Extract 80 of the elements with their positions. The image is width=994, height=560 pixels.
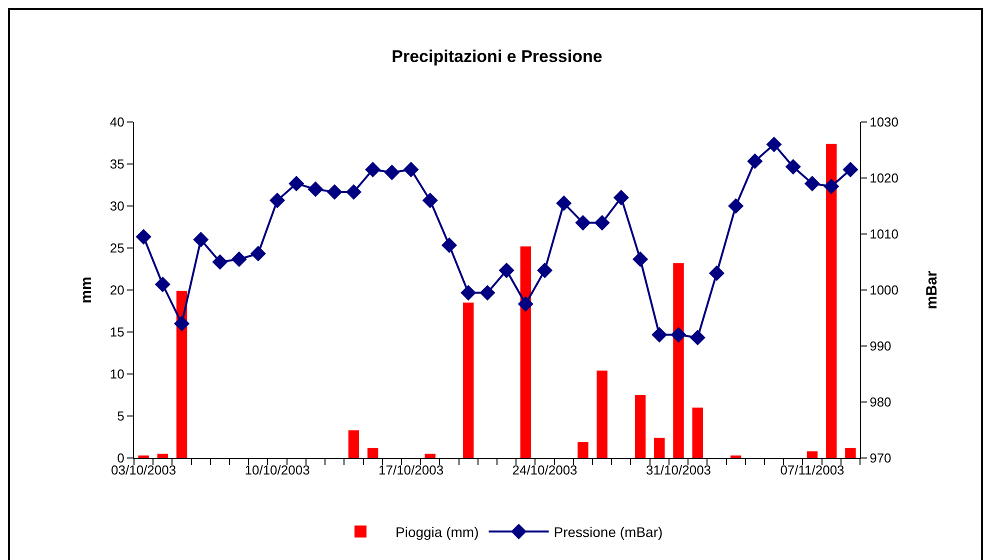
point	[403, 162, 419, 178]
y-tick-label: 15	[110, 324, 124, 340]
y-tick-label: 30	[110, 198, 124, 214]
point	[136, 229, 152, 245]
bar	[157, 454, 168, 458]
point	[174, 316, 190, 332]
point	[728, 198, 744, 214]
x-tick-label: 31/10/2003	[646, 462, 712, 478]
bar	[367, 448, 378, 458]
bar	[692, 408, 703, 458]
x-tick-label: 17/10/2003	[378, 462, 444, 478]
y2-tick-label: 1010	[870, 226, 899, 242]
bar	[845, 448, 856, 458]
point	[575, 215, 591, 231]
bar	[424, 454, 436, 458]
point	[384, 164, 400, 180]
y2-tick-label: 1000	[870, 282, 899, 298]
point	[613, 190, 629, 206]
point	[708, 265, 725, 281]
bar	[634, 395, 646, 458]
point	[824, 178, 840, 194]
point	[193, 232, 209, 248]
chart-title: Precipitazioni e Pressione	[392, 46, 602, 66]
y-tick-label: 5	[117, 408, 124, 424]
x-tick-label: 24/10/2003	[512, 462, 578, 478]
point	[212, 254, 228, 270]
x-tick-label: 10/10/2003	[244, 462, 310, 478]
point	[804, 176, 820, 192]
point	[308, 181, 324, 197]
bar	[596, 370, 608, 458]
bar	[673, 263, 684, 458]
y-tick-label: 20	[110, 282, 124, 298]
legend-label: Pioggia (mm)	[396, 524, 479, 540]
y2-tick-label: 980	[870, 394, 892, 410]
point	[536, 262, 553, 278]
point	[346, 184, 362, 200]
bar	[348, 430, 360, 458]
bar	[520, 246, 532, 458]
y-tick-label: 35	[110, 156, 124, 172]
y2-tick-label: 990	[870, 338, 892, 354]
point	[250, 246, 266, 262]
y2-axis-title: mBar	[924, 270, 941, 310]
bar	[138, 455, 149, 458]
y-tick-label: 40	[110, 114, 124, 130]
y-tick-label: 10	[110, 366, 124, 382]
bar	[730, 455, 742, 458]
point	[690, 330, 706, 346]
bar	[578, 442, 588, 458]
point	[441, 237, 458, 253]
point	[460, 285, 476, 301]
point	[766, 136, 782, 152]
point	[842, 162, 858, 178]
point	[154, 276, 170, 292]
y2-tick-label: 1020	[870, 170, 899, 186]
point	[632, 251, 648, 267]
bar	[654, 438, 665, 458]
point	[556, 195, 572, 211]
point	[670, 327, 686, 343]
y-axis-title: mm	[78, 276, 96, 304]
point	[594, 215, 610, 231]
legend-label: Pressione (mBar)	[554, 524, 663, 540]
point	[652, 327, 668, 343]
bar	[462, 302, 474, 458]
point	[365, 162, 381, 178]
bar	[806, 451, 818, 458]
point	[785, 159, 801, 175]
point	[422, 192, 438, 208]
point	[326, 184, 342, 200]
y2-tick-label: 1030	[870, 114, 899, 130]
point	[747, 153, 763, 169]
x-tick-label: 07/11/2003	[780, 462, 844, 478]
bar	[826, 144, 837, 458]
point	[518, 296, 534, 312]
point	[231, 251, 247, 267]
y-tick-label: 25	[110, 240, 124, 256]
point	[498, 262, 514, 278]
point	[288, 176, 304, 192]
y2-tick-label: 970	[870, 450, 892, 466]
point	[269, 192, 286, 208]
point	[480, 285, 496, 301]
